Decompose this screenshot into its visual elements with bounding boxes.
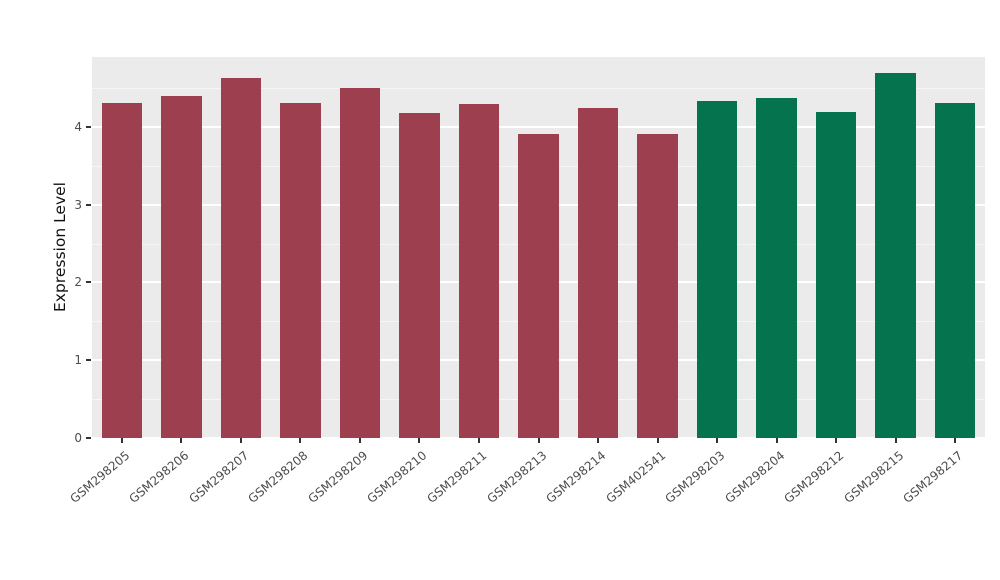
- x-tick-mark: [894, 438, 897, 443]
- x-tick-label: GSM298209: [305, 448, 371, 506]
- x-tick-mark: [954, 438, 957, 443]
- x-tick-mark: [835, 438, 838, 443]
- y-tick-mark: [86, 437, 91, 439]
- x-tick-label: GSM298213: [483, 448, 549, 506]
- bar: [934, 102, 976, 438]
- x-tick-label: GSM298210: [364, 448, 430, 506]
- x-tick-mark: [299, 438, 302, 443]
- x-tick-label: GSM298205: [67, 448, 133, 506]
- x-tick-mark: [477, 438, 480, 443]
- bar: [637, 133, 678, 438]
- gridline-major: [92, 125, 985, 128]
- bar: [280, 102, 321, 438]
- x-tick-label: GSM298211: [424, 448, 490, 506]
- x-tick-label: GSM298207: [186, 448, 252, 506]
- x-tick-mark: [656, 438, 659, 443]
- plot-panel: [92, 57, 985, 439]
- x-tick-label: GSM298217: [900, 448, 966, 506]
- bar: [399, 112, 440, 438]
- x-tick-label: GSM298215: [841, 448, 907, 506]
- y-tick-mark: [86, 125, 91, 128]
- x-tick-mark: [180, 438, 183, 443]
- bar: [458, 104, 500, 438]
- x-tick-mark: [418, 438, 421, 443]
- y-tick-label: 2: [74, 275, 82, 290]
- x-tick-label: GSM298214: [543, 448, 609, 506]
- bar: [815, 112, 857, 438]
- bar: [161, 95, 202, 438]
- y-tick-label: 1: [74, 353, 82, 368]
- x-tick-label: GSM298204: [722, 448, 787, 506]
- x-tick-mark: [597, 438, 600, 443]
- y-tick-mark: [86, 281, 91, 284]
- x-tick-mark: [716, 438, 719, 443]
- y-tick-label: 4: [74, 119, 82, 134]
- bar: [577, 107, 619, 438]
- y-tick-mark: [86, 203, 91, 206]
- bar: [339, 88, 381, 438]
- bar: [756, 98, 797, 438]
- x-tick-label: GSM402541: [602, 448, 668, 506]
- bar: [518, 133, 559, 438]
- x-tick-mark: [537, 438, 540, 443]
- x-tick-mark: [120, 438, 123, 443]
- x-tick-mark: [239, 438, 242, 443]
- y-tick-label: 3: [74, 197, 82, 212]
- x-tick-label: GSM298212: [781, 448, 847, 506]
- x-tick-label: GSM298208: [245, 448, 311, 506]
- x-tick-mark: [775, 438, 778, 443]
- bar: [875, 72, 916, 438]
- bar: [101, 102, 142, 438]
- y-tick-mark: [86, 359, 91, 362]
- x-tick-label: GSM298203: [662, 448, 728, 506]
- gridline-minor: [92, 88, 985, 90]
- x-tick-label: GSM298206: [126, 448, 192, 506]
- x-tick-mark: [358, 438, 361, 443]
- y-tick-label: 0: [74, 431, 82, 445]
- bar: [220, 78, 262, 438]
- bar: [696, 101, 738, 438]
